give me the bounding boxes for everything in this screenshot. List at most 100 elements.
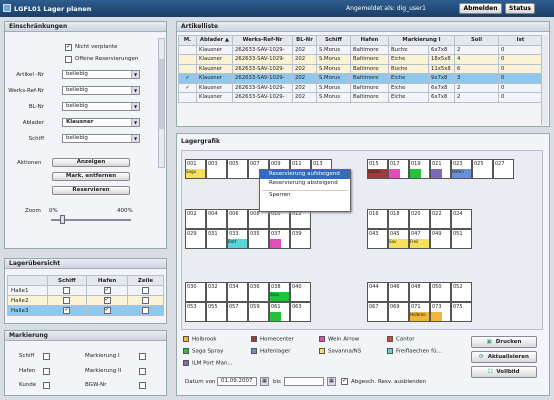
- lager-cell[interactable]: 049: [430, 229, 451, 249]
- bl-nr-select[interactable]: beliebig ▼: [62, 102, 140, 111]
- lager-cell[interactable]: 051: [451, 229, 472, 249]
- lager-cell[interactable]: 053: [185, 302, 206, 322]
- table-row[interactable]: Halle2: [7, 295, 164, 306]
- lager-cell[interactable]: 045 Sav: [388, 229, 409, 249]
- lager-cell[interactable]: 037: [269, 229, 290, 249]
- nicht-verplante-checkbox[interactable]: [65, 43, 72, 51]
- table-row[interactable]: Klausner 262633-SAV-1029- 202 S.Morus Baltim…: [178, 54, 543, 65]
- anzeigen-button[interactable]: Anzeigen: [52, 158, 130, 167]
- lager-cell[interactable]: 073: [430, 302, 451, 322]
- mark-cell[interactable]: [178, 44, 197, 55]
- lager-cell[interactable]: 025: [472, 159, 493, 179]
- col-header[interactable]: Ablader ▲: [196, 35, 233, 46]
- checkbox[interactable]: [142, 297, 150, 304]
- checkbox[interactable]: [103, 306, 111, 314]
- lager-cell[interactable]: 043: [367, 229, 388, 249]
- markierung-checkbox[interactable]: [139, 353, 146, 360]
- checkbox[interactable]: [63, 306, 71, 314]
- col-header[interactable]: Schiff: [316, 35, 351, 46]
- offene-reservierungen-checkbox[interactable]: [65, 56, 72, 63]
- status-button[interactable]: Status: [505, 3, 535, 14]
- lager-cell[interactable]: 004: [206, 209, 227, 229]
- lager-cell[interactable]: 055: [206, 302, 227, 322]
- lager-cell[interactable]: 003: [206, 159, 227, 179]
- lager-cell[interactable]: 052: [451, 282, 472, 302]
- logout-button[interactable]: Abmelden: [459, 3, 502, 14]
- schiff-cell[interactable]: [46, 285, 88, 296]
- zeile-cell[interactable]: [127, 305, 164, 316]
- lager-cell[interactable]: 016: [367, 209, 388, 229]
- lager-cell[interactable]: 031: [206, 229, 227, 249]
- datum-von-field[interactable]: 01.09.2007: [217, 377, 257, 386]
- checkbox[interactable]: [142, 287, 150, 294]
- schiff-select[interactable]: beliebig ▼: [62, 134, 140, 143]
- checkbox[interactable]: [103, 286, 111, 294]
- lager-cell[interactable]: 050: [430, 282, 451, 302]
- lager-cell[interactable]: 021: [430, 159, 451, 179]
- lager-cell[interactable]: 034: [227, 282, 248, 302]
- lager-cell[interactable]: 001 Saga: [185, 159, 206, 179]
- mark-cell[interactable]: [178, 63, 197, 74]
- schiff-cell[interactable]: [46, 295, 88, 306]
- menu-item-sperren[interactable]: Sperren: [269, 192, 291, 198]
- checkbox[interactable]: [103, 296, 111, 304]
- hafen-cell[interactable]: [86, 285, 129, 296]
- zeile-cell[interactable]: [127, 285, 164, 296]
- markierung-checkbox[interactable]: [139, 382, 146, 389]
- lager-cell[interactable]: 012: [290, 209, 311, 229]
- scrollbar[interactable]: [158, 38, 165, 168]
- lager-cell[interactable]: 048: [409, 282, 430, 302]
- lager-cell[interactable]: 027: [493, 159, 514, 179]
- aktualisieren-button[interactable]: ⟳ Aktualisieren: [471, 351, 537, 363]
- lager-cell[interactable]: 006: [227, 209, 248, 229]
- col-header[interactable]: BL-Nr: [292, 35, 317, 46]
- artikel-nr-select[interactable]: beliebig ▼: [62, 70, 140, 79]
- lager-cell[interactable]: 046: [388, 282, 409, 302]
- lager-cell[interactable]: 038 Stop: [269, 282, 290, 302]
- checkbox[interactable]: [142, 307, 150, 314]
- calendar-icon[interactable]: ▦: [327, 377, 336, 386]
- lager-cell[interactable]: 035: [248, 229, 269, 249]
- lager-cell[interactable]: 067: [367, 302, 388, 322]
- zeile-cell[interactable]: [127, 295, 164, 306]
- lager-cell[interactable]: 059: [248, 302, 269, 322]
- lager-grid[interactable]: 001 Saga 003 005 007 009 011 013 015 Baltim 017 019…: [181, 150, 543, 330]
- markierung-checkbox[interactable]: [43, 368, 50, 375]
- lager-cell[interactable]: 023 Hafen: [451, 159, 472, 179]
- schiff-cell[interactable]: [46, 305, 88, 316]
- vollbild-button[interactable]: ⛶ Vollbild: [471, 366, 537, 378]
- checkbox[interactable]: [63, 297, 71, 304]
- lager-cell[interactable]: 039: [290, 229, 311, 249]
- lager-cell[interactable]: 008: [248, 209, 269, 229]
- lager-cell[interactable]: 040: [290, 282, 311, 302]
- col-header[interactable]: Soll: [454, 35, 499, 46]
- menu-item-reservierung-absteigend[interactable]: Reservierung absteigend: [269, 180, 338, 186]
- table-row[interactable]: Klausner 262633-SAV-1029- 202 S.Morus Baltim…: [178, 63, 543, 74]
- zoom-slider-thumb[interactable]: [60, 215, 66, 224]
- werks-ref-nr-select[interactable]: beliebig ▼: [62, 86, 140, 95]
- lager-cell[interactable]: 061: [269, 302, 290, 322]
- menu-item-reservierung-aufsteigend[interactable]: Reservierung aufsteigend: [260, 170, 350, 179]
- lager-cell[interactable]: 063: [290, 302, 311, 322]
- lager-cell[interactable]: 044: [367, 282, 388, 302]
- lager-cell[interactable]: 024: [451, 209, 472, 229]
- lager-cell[interactable]: 071 Holbroo: [409, 302, 430, 322]
- mark-cell[interactable]: ✓: [178, 82, 197, 93]
- checkbox[interactable]: [63, 287, 71, 294]
- calendar-icon[interactable]: ▦: [260, 377, 269, 386]
- ablader-select[interactable]: Klausner ▼: [62, 118, 140, 127]
- col-header[interactable]: Werks-Ref-Nr: [232, 35, 293, 46]
- col-header[interactable]: Hafen: [350, 35, 389, 46]
- table-row-selected[interactable]: Halle3: [7, 305, 164, 316]
- lager-cell[interactable]: 047 Freil: [409, 229, 430, 249]
- drucken-button[interactable]: ▣ Drucken: [471, 336, 537, 348]
- reservieren-button[interactable]: Reservieren: [52, 186, 130, 195]
- mark-cell[interactable]: [178, 92, 197, 103]
- mark-cell[interactable]: ✓: [178, 73, 197, 84]
- scrollbar[interactable]: [541, 35, 548, 125]
- col-header[interactable]: Markierung I: [388, 35, 455, 46]
- abgesch-checkbox[interactable]: [341, 377, 348, 385]
- table-row[interactable]: Klausner 262633-SAV-1029- 202 S.Morus Baltim…: [178, 44, 543, 55]
- markierung-checkbox[interactable]: [43, 353, 50, 360]
- datum-bis-field[interactable]: [284, 377, 324, 386]
